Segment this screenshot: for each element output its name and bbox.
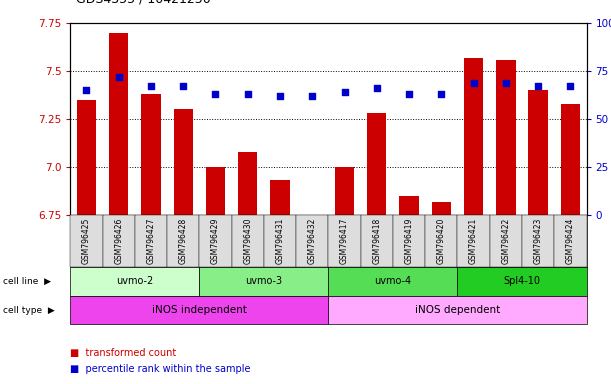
Point <box>340 89 349 95</box>
Text: uvmo-3: uvmo-3 <box>245 276 282 286</box>
Bar <box>561 104 580 215</box>
Text: cell line  ▶: cell line ▶ <box>3 277 51 286</box>
Point <box>81 87 91 93</box>
Text: GSM796419: GSM796419 <box>404 218 414 264</box>
Bar <box>206 167 225 215</box>
Bar <box>270 180 290 215</box>
Text: iNOS independent: iNOS independent <box>152 305 247 315</box>
Text: GSM796424: GSM796424 <box>566 218 575 264</box>
Text: GSM796429: GSM796429 <box>211 218 220 264</box>
Text: iNOS dependent: iNOS dependent <box>415 305 500 315</box>
Point <box>243 91 252 97</box>
Text: uvmo-4: uvmo-4 <box>375 276 412 286</box>
Text: ■  transformed count: ■ transformed count <box>70 348 177 358</box>
Point <box>566 83 576 89</box>
Bar <box>496 60 516 215</box>
Text: GSM796420: GSM796420 <box>437 218 446 264</box>
Bar <box>529 90 548 215</box>
Text: Spl4-10: Spl4-10 <box>503 276 541 286</box>
Bar <box>174 109 193 215</box>
Point <box>307 93 317 99</box>
Text: cell type  ▶: cell type ▶ <box>3 306 55 314</box>
Point <box>275 93 285 99</box>
Point <box>469 79 478 86</box>
Text: GSM796432: GSM796432 <box>308 218 316 264</box>
Bar <box>238 152 257 215</box>
Text: GSM796417: GSM796417 <box>340 218 349 264</box>
Point <box>178 83 188 89</box>
Bar <box>335 167 354 215</box>
Point <box>372 85 382 91</box>
Text: GSM796428: GSM796428 <box>178 218 188 264</box>
Text: GSM796421: GSM796421 <box>469 218 478 264</box>
Text: GDS4355 / 10421250: GDS4355 / 10421250 <box>76 0 211 6</box>
Text: GSM796425: GSM796425 <box>82 218 91 264</box>
Point <box>404 91 414 97</box>
Text: GSM796423: GSM796423 <box>533 218 543 264</box>
Text: GSM796427: GSM796427 <box>147 218 155 264</box>
Text: GSM796431: GSM796431 <box>276 218 285 264</box>
Bar <box>77 100 96 215</box>
Text: uvmo-2: uvmo-2 <box>116 276 153 286</box>
Point <box>436 91 446 97</box>
Text: ■  percentile rank within the sample: ■ percentile rank within the sample <box>70 364 251 374</box>
Point <box>211 91 221 97</box>
Bar <box>431 202 451 215</box>
Bar <box>464 58 483 215</box>
Text: GSM796426: GSM796426 <box>114 218 123 264</box>
Text: GSM796418: GSM796418 <box>372 218 381 264</box>
Bar <box>367 113 387 215</box>
Bar <box>141 94 161 215</box>
Point <box>114 74 123 80</box>
Text: GSM796430: GSM796430 <box>243 218 252 264</box>
Point <box>533 83 543 89</box>
Bar <box>109 33 128 215</box>
Bar <box>400 196 419 215</box>
Text: GSM796422: GSM796422 <box>502 218 510 264</box>
Point <box>146 83 156 89</box>
Point <box>501 79 511 86</box>
